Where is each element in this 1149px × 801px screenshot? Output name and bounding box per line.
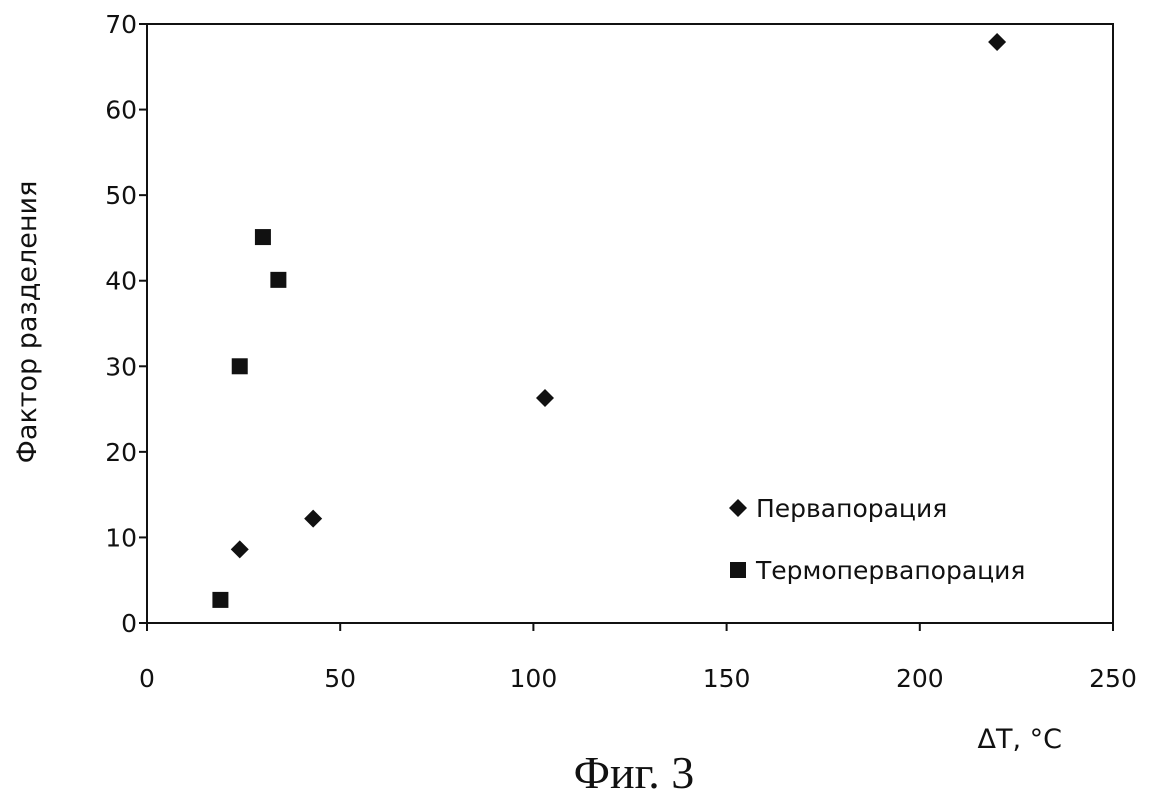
- legend-square-marker: [730, 562, 746, 578]
- diamond-point: [304, 510, 322, 528]
- y-tick-label: 50: [105, 181, 137, 210]
- x-tick-label: 100: [510, 664, 558, 693]
- y-tick-label: 0: [121, 609, 137, 638]
- legend-label: Первапорация: [756, 494, 947, 523]
- diamond-point: [988, 33, 1006, 51]
- square-point: [270, 272, 286, 288]
- x-tick-label: 150: [703, 664, 751, 693]
- diamond-point: [231, 540, 249, 558]
- figure-caption: Фиг. 3: [574, 747, 695, 798]
- y-tick-label: 20: [105, 438, 137, 467]
- y-tick-label: 70: [105, 10, 137, 39]
- y-axis-title: Фактор разделения: [12, 181, 43, 464]
- y-tick-label: 10: [105, 523, 137, 552]
- x-axis: 0 50 100 150 200 250: [139, 623, 1137, 693]
- legend-label: Термопервапорация: [755, 556, 1025, 585]
- x-tick-label: 200: [896, 664, 944, 693]
- legend: Первапорация Термопервапорация: [729, 494, 1025, 585]
- square-point: [255, 229, 271, 245]
- diamond-point: [536, 389, 554, 407]
- x-tick-label: 0: [139, 664, 155, 693]
- y-tick-label: 30: [105, 352, 137, 381]
- x-axis-title: ΔT, °C: [978, 724, 1062, 755]
- square-point: [212, 592, 228, 608]
- square-point: [232, 358, 248, 374]
- y-tick-label: 40: [105, 267, 137, 296]
- x-tick-label: 250: [1089, 664, 1137, 693]
- x-tick-label: 50: [324, 664, 356, 693]
- y-tick-label: 60: [105, 96, 137, 125]
- y-axis: 0 10 20 30 40 50 60 70: [105, 10, 147, 638]
- plot-frame: [147, 24, 1113, 623]
- legend-diamond-marker: [729, 499, 747, 517]
